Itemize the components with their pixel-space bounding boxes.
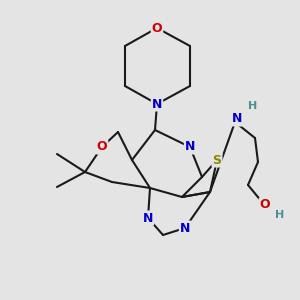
Text: S: S	[212, 154, 221, 166]
Text: N: N	[185, 140, 195, 154]
Text: N: N	[232, 112, 242, 125]
Text: N: N	[180, 221, 190, 235]
Text: N: N	[143, 212, 153, 224]
Text: H: H	[275, 210, 285, 220]
Text: O: O	[97, 140, 107, 154]
Text: H: H	[248, 101, 258, 111]
Text: O: O	[152, 22, 162, 34]
Text: O: O	[260, 199, 270, 212]
Text: N: N	[152, 98, 162, 110]
